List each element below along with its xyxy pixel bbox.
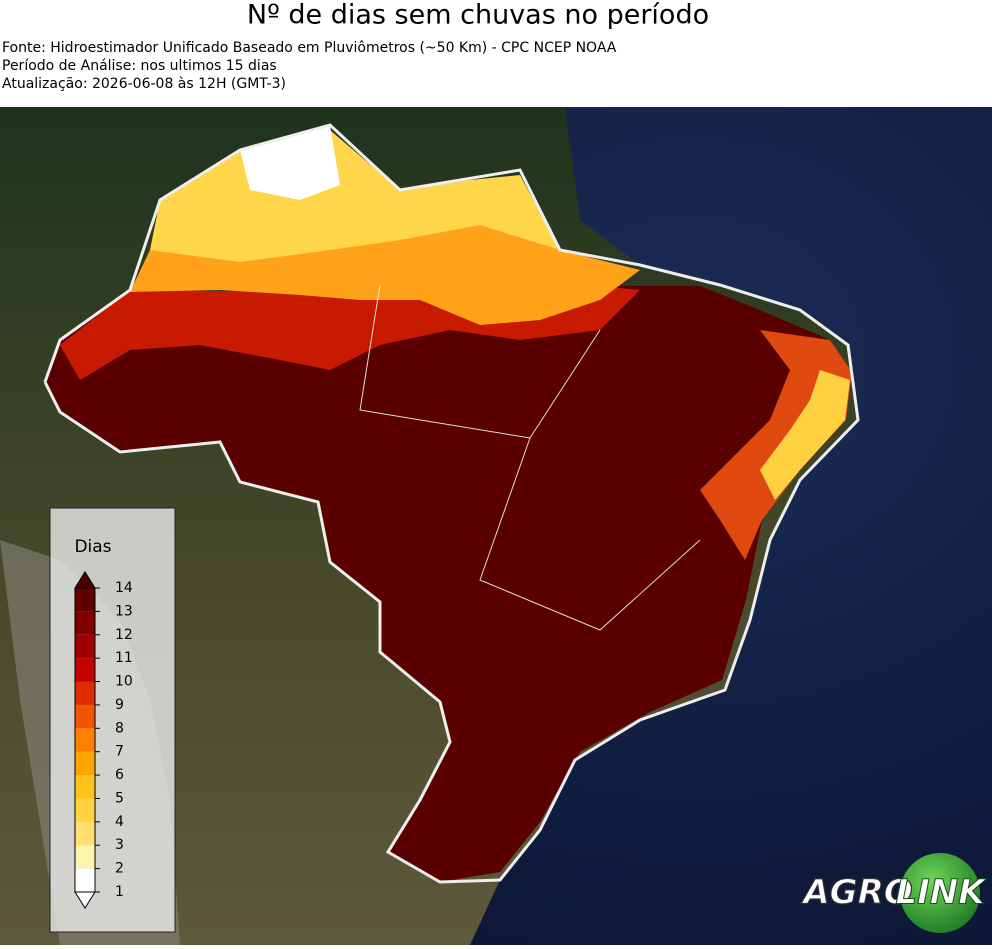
tick-label: 1 (115, 884, 124, 900)
coast-band (700, 330, 852, 560)
tick-label: 6 (115, 767, 124, 783)
colorbar-label: Dias (74, 537, 111, 557)
color-step (75, 728, 95, 752)
tick-label: 9 (115, 697, 124, 713)
dry-region (45, 278, 852, 882)
logo-text: LINK (895, 873, 987, 913)
logo-text: AGRO (800, 873, 912, 913)
tick-label: 3 (115, 837, 124, 853)
tick-label: 12 (115, 627, 133, 643)
border (359, 284, 601, 439)
tick-label: 7 (115, 744, 124, 760)
color-step (75, 704, 95, 729)
color-step (75, 611, 95, 635)
border (479, 437, 701, 631)
tick-label: 5 (115, 790, 124, 806)
color-step (75, 751, 95, 776)
border (43, 123, 860, 884)
tick-label: 14 (115, 580, 133, 596)
color-step (75, 634, 95, 659)
tick-label: 13 (115, 603, 133, 619)
subtitle: Período de Análise: nos ultimos 15 dias (2, 58, 277, 74)
colorbar-frame (49, 507, 176, 933)
colorbar-outline (74, 587, 96, 893)
map (0, 107, 992, 945)
color-step (75, 821, 95, 846)
tick-label: 10 (115, 674, 133, 690)
subtitle: Atualização: 2026-06-08 às 12H (GMT-3) (2, 76, 286, 92)
tick-label: 4 (115, 814, 124, 830)
color-step (75, 868, 95, 892)
logo-ball (900, 853, 980, 933)
color-step (75, 798, 95, 822)
color-step (75, 845, 95, 869)
title: Nº de dias sem chuvas no período (247, 0, 709, 31)
color-step (75, 658, 95, 682)
color-step (75, 681, 95, 705)
tick-label: 8 (115, 720, 124, 736)
tick-label: 11 (115, 650, 133, 666)
color-step (75, 588, 95, 612)
logo: AGRO LINK (800, 853, 988, 933)
coast-yellow (760, 370, 850, 500)
tick-label: 2 (115, 861, 124, 877)
subtitle: Fonte: Hidroestimador Unificado Baseado … (2, 40, 617, 56)
color-step (75, 775, 95, 799)
